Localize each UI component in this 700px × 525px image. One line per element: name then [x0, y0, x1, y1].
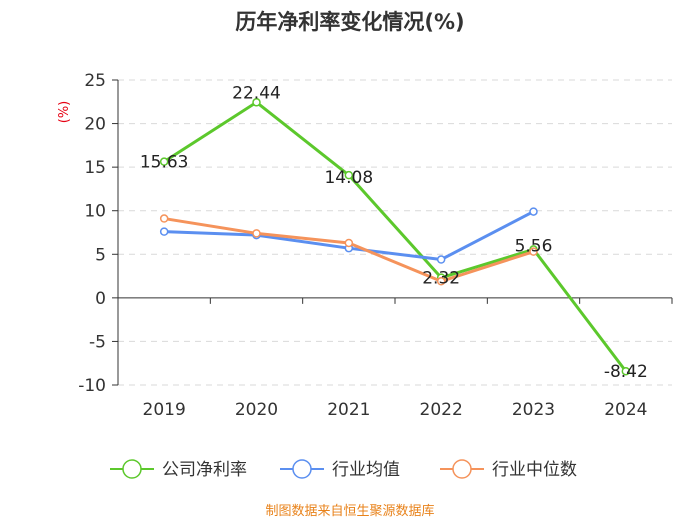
y-tick-label: 15 [84, 158, 106, 178]
data-point [252, 98, 261, 107]
data-label: 14.08 [324, 168, 373, 188]
data-labels: 15.63 22.44 14.08 2.32 5.56 -8.42 [140, 83, 648, 382]
legend-item-1[interactable]: 行业均值 [280, 459, 400, 480]
legend-label: 行业均值 [332, 460, 400, 480]
legend-marker [122, 459, 142, 479]
data-point [159, 227, 169, 236]
x-tick-label: 2020 [235, 400, 278, 420]
data-point [159, 157, 169, 166]
axes: 25 20 15 10 5 0 -5 -10 2019 2020 2021 2022 2023 2024 [78, 71, 673, 420]
data-label: 15.63 [140, 153, 189, 173]
legend-item-2[interactable]: 行业中位数 [440, 459, 577, 480]
legend-label: 行业中位数 [492, 460, 577, 480]
y-axis-label: (%) [57, 101, 72, 124]
y-tick-label: -10 [78, 376, 106, 396]
y-tick-label: 10 [84, 202, 106, 222]
data-point [159, 214, 169, 223]
data-point [529, 247, 538, 256]
data-label: 5.56 [515, 236, 553, 256]
legend-marker [292, 459, 312, 479]
data-label: -8.42 [604, 362, 648, 382]
y-tick-label: 0 [95, 289, 106, 309]
series-line-0 [163, 100, 628, 373]
data-label: 22.44 [232, 83, 281, 103]
data-point [344, 170, 354, 180]
x-tick-label: 2021 [327, 400, 370, 420]
x-tick-label: 2019 [143, 400, 186, 420]
legend[interactable]: 公司净利率 行业均值 行业中位数 [110, 459, 577, 480]
data-point [436, 255, 446, 264]
y-tick-label: -5 [89, 332, 106, 352]
x-tick-label: 2022 [420, 400, 463, 420]
data-point [621, 366, 631, 376]
data-point [252, 229, 261, 238]
x-tick-label: 2024 [604, 400, 647, 420]
chart-title: 历年净利率变化情况(%) [235, 10, 465, 34]
legend-marker [452, 459, 472, 479]
data-point [529, 207, 538, 216]
source-note: 制图数据来自恒生聚源数据库 [265, 504, 435, 519]
data-point [436, 277, 446, 286]
legend-item-0[interactable]: 公司净利率 [110, 459, 247, 480]
series-layer [159, 98, 631, 376]
y-tick-label: 25 [84, 71, 106, 91]
x-tick-label: 2023 [512, 400, 555, 420]
legend-label: 公司净利率 [162, 460, 247, 480]
y-tick-label: 5 [95, 245, 106, 265]
y-tick-label: 20 [84, 115, 106, 135]
data-point [344, 238, 354, 248]
data-label: 2.32 [422, 269, 460, 289]
